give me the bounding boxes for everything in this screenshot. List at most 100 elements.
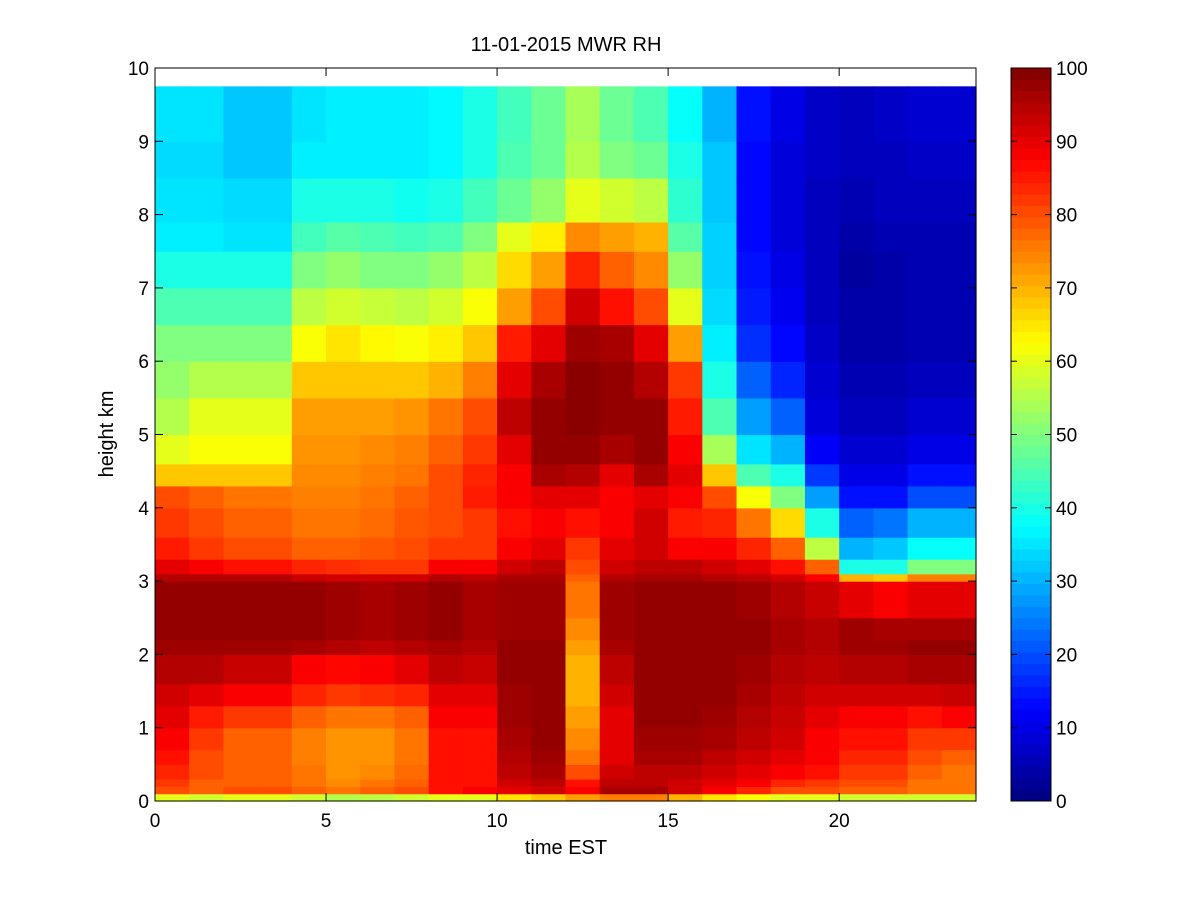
heatmap-cell [360,485,396,509]
heatmap-cell [770,705,806,729]
heatmap-cell [839,287,874,326]
heatmap-cell [462,221,498,252]
heatmap-cell [257,287,293,326]
heatmap-cell [223,361,259,399]
heatmap-cell [291,639,327,655]
heatmap-cell [770,537,806,560]
heatmap-cell [907,86,943,142]
heatmap-cell [223,581,259,619]
heatmap-cell [326,485,361,509]
heatmap-cell [394,764,430,780]
heatmap-cell [702,683,738,707]
colorbar-band [1011,663,1051,676]
heatmap-cell [394,86,430,142]
heatmap-cell [155,559,190,575]
heatmap-cell [599,251,635,289]
heatmap-cell [565,251,601,289]
heatmap-cell [907,324,943,362]
heatmap-cell [497,507,532,538]
x-tick-label: 20 [829,811,850,832]
heatmap-cell [326,287,361,326]
heatmap-cell [736,463,772,487]
heatmap-cell [873,434,909,465]
heatmap-cell [531,764,567,780]
heatmap-cell [770,177,806,223]
heatmap-cell [873,617,909,641]
heatmap-cell [941,793,977,802]
heatmap-cell [736,361,772,399]
heatmap-cell [428,617,464,641]
heatmap-cell [565,749,601,765]
heatmap-cell [531,485,567,509]
heatmap-cell [770,287,806,326]
heatmap-cell [839,507,874,538]
heatmap-cell [804,786,840,795]
heatmap-cell [668,639,703,655]
colorbar-band [1011,549,1051,561]
axes-frame [154,67,977,802]
heatmap-cell [223,786,259,795]
heatmap-cell [291,683,327,707]
heatmap-cell [326,764,361,780]
heatmap-cell [668,764,703,780]
heatmap-cell [873,764,909,780]
heatmap-cell [668,705,703,729]
heatmap-cell [360,793,396,802]
colorbar-band [1011,251,1051,264]
heatmap-cell [326,397,361,436]
heatmap-cell [599,86,635,142]
heatmap-cell [702,463,738,487]
heatmap-cell [702,287,738,326]
heatmap-cell [291,779,327,787]
heatmap-cell [702,397,738,436]
heatmap-cell [291,749,327,765]
heatmap-cell [291,786,327,795]
heatmap-cell [189,683,225,707]
heatmap-cell [565,639,601,655]
heatmap-cell [223,705,259,729]
heatmap-cell [291,361,327,399]
heatmap-cell [326,141,361,179]
heatmap-cell [428,537,464,560]
heatmap-cell [497,559,532,575]
heatmap-cell [394,324,430,362]
heatmap-cell [257,221,293,252]
heatmap-cell [360,86,396,142]
x-axis-ticks: 0 5 10 15 20 [150,68,850,832]
heatmap-cell [736,573,772,582]
heatmap-cell [599,507,635,538]
heatmap-cell [257,434,293,465]
heatmap-cell [223,397,259,436]
heatmap-cell [155,324,190,362]
heatmap-cell [565,764,601,780]
heatmap-cell [189,361,225,399]
heatmap-cell [360,786,396,795]
heatmap-cell [770,573,806,582]
heatmap-cell [907,639,943,655]
heatmap-cell [155,507,190,538]
heatmap-cell [531,537,567,560]
heatmap-cell [770,324,806,362]
colorbar-band [1011,113,1051,126]
heatmap-cell [839,793,874,802]
heatmap-cell [736,581,772,619]
heatmap-cell [873,361,909,399]
heatmap-cell [326,779,361,787]
heatmap-cell [155,786,190,795]
heatmap-cell [326,683,361,707]
heatmap-cell [326,793,361,802]
colorbar-gradient [1011,68,1051,802]
heatmap-cell [839,397,874,436]
heatmap-cell [360,764,396,780]
heatmap-cell [394,705,430,729]
heatmap-cell [736,793,772,802]
heatmap-cell [804,287,840,326]
heatmap-cell [907,749,943,765]
heatmap-cell [941,779,977,787]
heatmap-cell [565,617,601,641]
x-tick-label: 0 [150,811,161,832]
colorbar-band [1011,228,1051,241]
heatmap-cell [565,397,601,436]
heatmap-cell [360,705,396,729]
heatmap-cell [804,573,840,582]
